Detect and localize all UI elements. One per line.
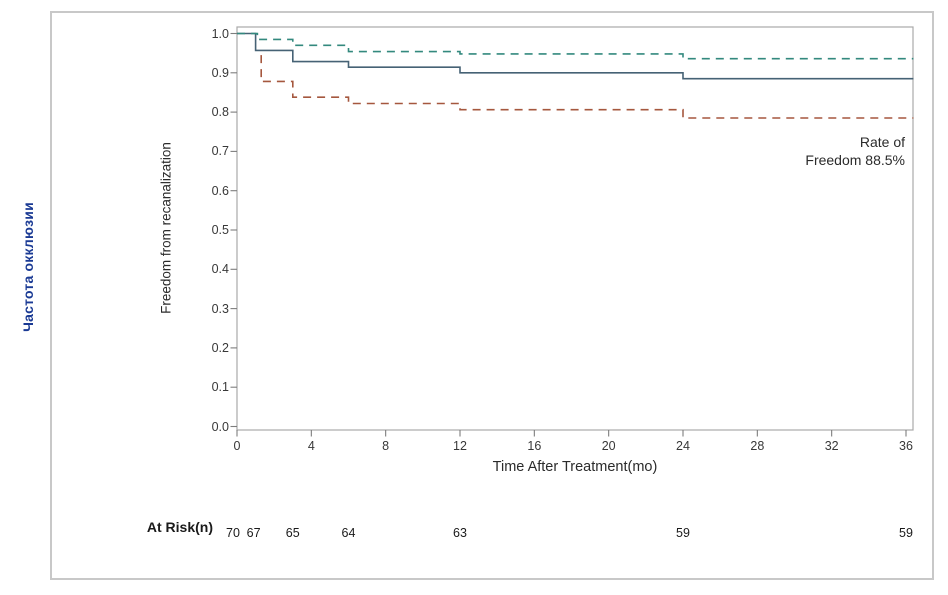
rate-annotation: Rate of Freedom 88.5% (805, 133, 905, 169)
plot-wall (236, 26, 914, 431)
freedom-from-recanalization-curve (237, 32, 914, 80)
chart-frame (50, 11, 934, 580)
x-axis-title: Time After Treatment(mo) (492, 459, 658, 475)
y-axis-title: Freedom from recanalization (158, 142, 174, 314)
rate-annotation-line1: Rate of (859, 134, 905, 150)
rate-annotation-line2: Freedom 88.5% (805, 152, 905, 168)
upper-95-ci-curve (237, 32, 914, 60)
at-risk-label: At Risk(n) (146, 519, 213, 535)
lower-95-ci-curve (260, 55, 914, 119)
